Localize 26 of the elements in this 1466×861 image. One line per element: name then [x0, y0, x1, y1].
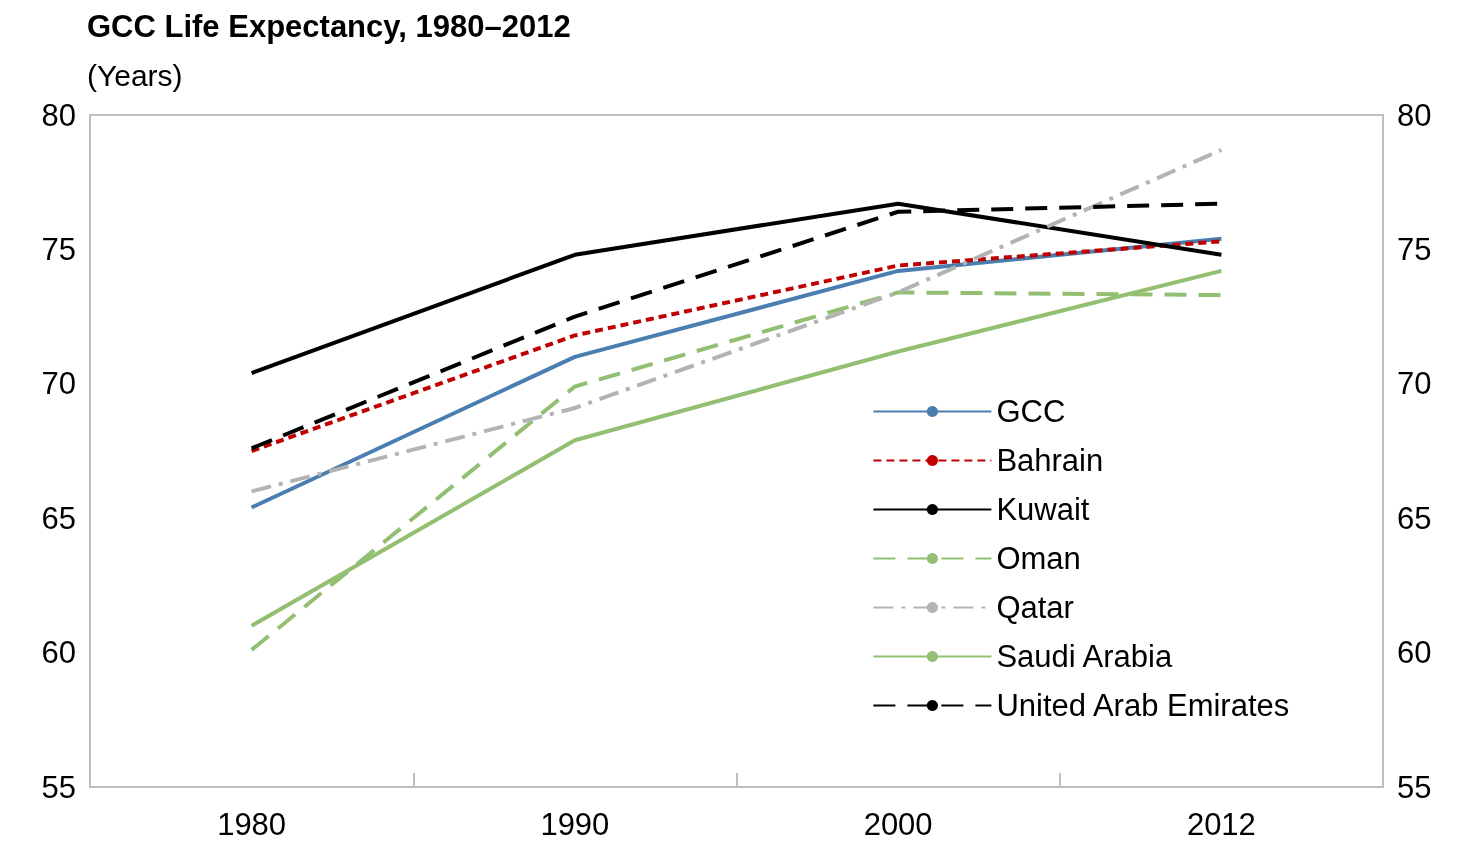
y-tick-label: 55	[41, 769, 76, 805]
y-tick-label: 75	[41, 231, 76, 267]
y-tick-label: 70	[41, 366, 76, 402]
line-series	[249, 147, 1224, 494]
legend-label: Qatar	[996, 590, 1074, 625]
legend-label: United Arab Emirates	[996, 688, 1290, 723]
y2-tick-label: 75	[1397, 231, 1432, 267]
y2-tick-label: 70	[1397, 366, 1432, 402]
legend-label: Kuwait	[996, 492, 1090, 527]
y-tick-label: 60	[41, 635, 76, 671]
y-tick-label: 80	[41, 97, 76, 133]
x-tick-label: 2012	[1186, 807, 1256, 842]
legend-label: Saudi Arabia	[996, 639, 1173, 674]
legend-label: Oman	[996, 541, 1081, 576]
x-tick-label: 2000	[863, 807, 933, 842]
y-tick-label: 65	[41, 500, 76, 536]
chart-title: GCC Life Expectancy, 1980–2012	[87, 9, 571, 44]
legend-label: Bahrain	[996, 443, 1104, 478]
legend-label: GCC	[996, 394, 1066, 429]
y2-tick-label: 60	[1397, 635, 1432, 671]
chart-subtitle: (Years)	[87, 58, 183, 92]
x-tick-label: 1980	[217, 807, 287, 842]
y2-tick-label: 65	[1397, 500, 1432, 536]
x-tick-label: 1990	[540, 807, 610, 842]
y2-tick-label: 55	[1397, 769, 1432, 805]
y2-tick-label: 80	[1397, 97, 1432, 133]
